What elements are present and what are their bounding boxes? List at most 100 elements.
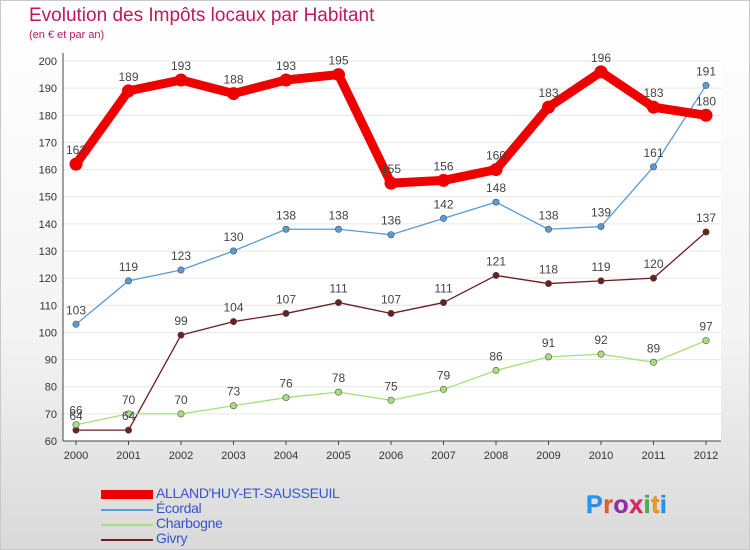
data-label: 188 <box>223 73 243 87</box>
data-label: 191 <box>696 64 716 78</box>
data-label: 70 <box>122 393 136 407</box>
data-point <box>230 318 238 326</box>
data-point <box>594 65 608 79</box>
data-point <box>492 271 500 279</box>
data-label: 195 <box>328 54 348 68</box>
data-label: 193 <box>276 59 296 73</box>
data-point <box>649 358 657 366</box>
x-tick-label: 2005 <box>326 450 350 462</box>
y-tick-label: 150 <box>39 192 57 204</box>
legend-swatch <box>101 524 153 526</box>
data-point <box>649 274 657 282</box>
data-label: 107 <box>381 292 401 306</box>
plot-area <box>63 53 721 441</box>
x-tick-label: 2006 <box>379 450 403 462</box>
data-label: 64 <box>122 409 136 423</box>
data-label: 142 <box>433 197 453 211</box>
data-point <box>597 350 605 358</box>
x-tick-label: 2008 <box>484 450 508 462</box>
data-point <box>489 163 503 177</box>
data-point <box>282 394 290 402</box>
data-label: 123 <box>171 249 191 263</box>
data-point <box>492 198 500 206</box>
y-tick-label: 160 <box>39 165 57 177</box>
data-label: 107 <box>276 292 296 306</box>
data-point <box>702 228 710 236</box>
data-label: 64 <box>69 409 83 423</box>
data-point <box>544 225 552 233</box>
data-label: 111 <box>434 282 453 296</box>
data-point <box>387 396 395 404</box>
legend-label: Écordal <box>156 500 202 516</box>
data-label: 180 <box>696 94 716 108</box>
data-point <box>230 247 238 255</box>
data-label: 136 <box>381 214 401 228</box>
y-tick-label: 110 <box>39 300 57 312</box>
data-point <box>542 100 555 114</box>
data-label: 91 <box>542 336 556 350</box>
data-label: 119 <box>119 260 138 274</box>
data-label: 183 <box>643 86 663 100</box>
data-point <box>439 214 447 222</box>
data-label: 137 <box>696 211 716 225</box>
y-tick-label: 70 <box>45 409 57 421</box>
data-label: 161 <box>643 146 663 160</box>
data-point <box>282 309 290 317</box>
y-tick-label: 90 <box>45 355 57 367</box>
data-label: 121 <box>486 254 506 268</box>
data-label: 130 <box>223 230 243 244</box>
data-point <box>125 277 133 285</box>
data-point <box>437 173 450 187</box>
x-tick-label: 2004 <box>274 450 298 462</box>
data-point <box>69 157 83 171</box>
data-point <box>282 225 290 233</box>
x-tick-label: 2011 <box>642 450 666 462</box>
data-label: 156 <box>433 159 453 173</box>
data-point <box>387 309 395 317</box>
data-label: 162 <box>66 143 86 157</box>
data-label: 86 <box>489 349 503 363</box>
data-label: 76 <box>279 377 293 391</box>
x-tick-label: 2000 <box>64 450 88 462</box>
data-point <box>72 320 80 328</box>
data-point <box>597 223 605 231</box>
data-point <box>699 108 713 122</box>
data-point <box>279 73 293 87</box>
data-label: 89 <box>647 341 661 355</box>
data-point <box>72 421 80 429</box>
data-point <box>177 331 185 339</box>
line-chart: 60 70 80 90 100 110 120 130 140 150 160 170 180 190 20… <box>39 51 721 462</box>
data-label: 73 <box>227 385 241 399</box>
data-point <box>230 402 238 410</box>
data-label: 79 <box>437 368 451 382</box>
y-tick-label: 200 <box>39 56 57 68</box>
x-tick-label: 2010 <box>589 450 613 462</box>
data-label: 138 <box>276 208 296 222</box>
y-tick-label: 140 <box>39 219 57 231</box>
data-label: 103 <box>66 303 86 317</box>
chart-subtitle: (en € et par an) <box>29 29 105 41</box>
data-point <box>439 385 447 393</box>
data-point <box>125 426 133 434</box>
chart-title: Evolution des Impôts locaux par Habitant <box>29 5 375 26</box>
data-label: 160 <box>486 149 506 163</box>
data-label: 104 <box>223 301 243 315</box>
data-point <box>544 280 552 288</box>
data-point <box>122 84 135 98</box>
data-label: 66 <box>69 404 83 418</box>
data-label: 138 <box>328 208 348 222</box>
data-label: 193 <box>171 59 191 73</box>
data-point <box>702 81 710 89</box>
data-label: 189 <box>118 70 138 84</box>
y-tick-label: 80 <box>45 382 57 394</box>
data-label: 99 <box>174 314 188 328</box>
data-point <box>702 337 710 345</box>
data-point <box>439 299 447 307</box>
data-point <box>597 277 605 285</box>
data-point <box>177 410 185 418</box>
data-label: 139 <box>591 206 611 220</box>
data-label: 70 <box>174 393 188 407</box>
data-label: 138 <box>538 208 558 222</box>
data-label: 118 <box>539 263 558 277</box>
data-label: 120 <box>643 257 663 271</box>
